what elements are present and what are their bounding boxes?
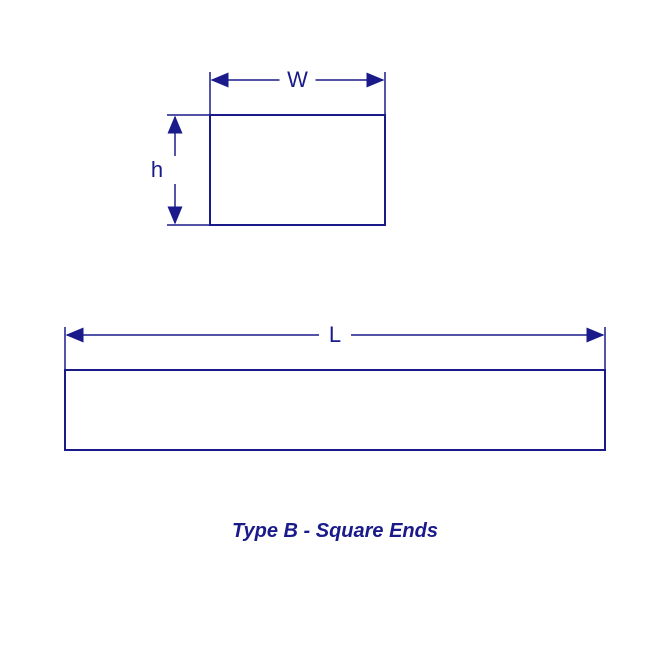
diagram-container: Wh L Type B - Square Ends [0, 0, 670, 670]
caption: Type B - Square Ends [0, 520, 670, 543]
caption-text: Type B - Square Ends [232, 520, 438, 542]
cross-section-rect [210, 115, 385, 225]
side-view-rect [65, 370, 605, 450]
length-label: L [329, 322, 341, 347]
technical-drawing: Wh L [0, 0, 670, 670]
width-label: W [287, 67, 308, 92]
height-label: h [151, 157, 163, 182]
